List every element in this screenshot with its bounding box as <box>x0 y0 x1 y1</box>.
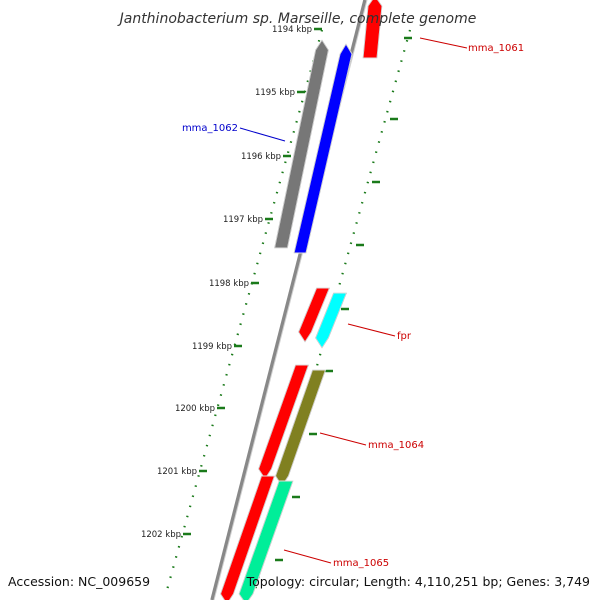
inner-dotted-scale <box>165 29 324 591</box>
kbp-tick-label: 1200 kbp <box>175 404 215 414</box>
gene-arrow-mma_1065 <box>238 480 294 600</box>
kbp-dotted-scale <box>165 29 412 591</box>
kbp-tick-label: 1196 kbp <box>241 152 281 162</box>
gene-arrow-outline <box>293 43 353 254</box>
kbp-tick-marks: 1194 kbp 1195 kbp 1196 kbp 1197 kbp 1198 kbp… <box>141 25 412 562</box>
kbp-tick-label: 1199 kbp <box>192 342 232 352</box>
map-title: Janthinobacterium sp. Marseille, complet… <box>117 11 477 27</box>
gene-label-leader <box>239 127 286 142</box>
gene-arrow <box>297 287 331 343</box>
gene-arrow <box>219 475 276 600</box>
gene-arrow-outline <box>362 0 383 59</box>
gene-arrow-outline <box>258 364 309 480</box>
gene-arrow <box>273 39 330 249</box>
kbp-tick-label: 1198 kbp <box>209 279 249 289</box>
gene-label-mma_1062: mma_1062 <box>182 123 238 134</box>
kbp-tick-label: 1195 kbp <box>255 88 295 98</box>
gene-arrow-outline <box>315 292 347 349</box>
gene-arrow-outline <box>298 287 330 343</box>
gene-arrow-outline <box>238 480 294 600</box>
gene-arrow-fpr <box>314 292 348 349</box>
gene-label-leader <box>347 323 396 337</box>
accession-label: Accession: NC_009659 <box>8 574 150 589</box>
gene-label-leader <box>419 37 468 49</box>
gene-label-leader <box>283 549 332 564</box>
gene-arrow-outline <box>274 39 329 249</box>
kbp-tick-label: 1201 kbp <box>157 467 197 477</box>
kbp-tick-label: 1202 kbp <box>141 530 181 540</box>
gene-arrow-outline <box>220 475 275 600</box>
gene-arrow-mma_1061 <box>362 0 383 59</box>
gene-features <box>219 0 383 600</box>
gene-label-fpr: fpr <box>397 331 412 342</box>
gene-label-mma_1064: mma_1064 <box>368 440 424 451</box>
gene-arrow-mma_1062 <box>293 43 353 254</box>
gene-arrow <box>257 364 310 480</box>
kbp-tick-label: 1197 kbp <box>223 215 263 225</box>
kbp-tick-label: 1194 kbp <box>272 25 312 35</box>
gene-label-mma_1065: mma_1065 <box>333 558 389 569</box>
genome-summary: Topology: circular; Length: 4,110,251 bp… <box>246 574 590 589</box>
gene-label-mma_1061: mma_1061 <box>468 43 524 54</box>
gene-label-leader <box>319 432 367 446</box>
